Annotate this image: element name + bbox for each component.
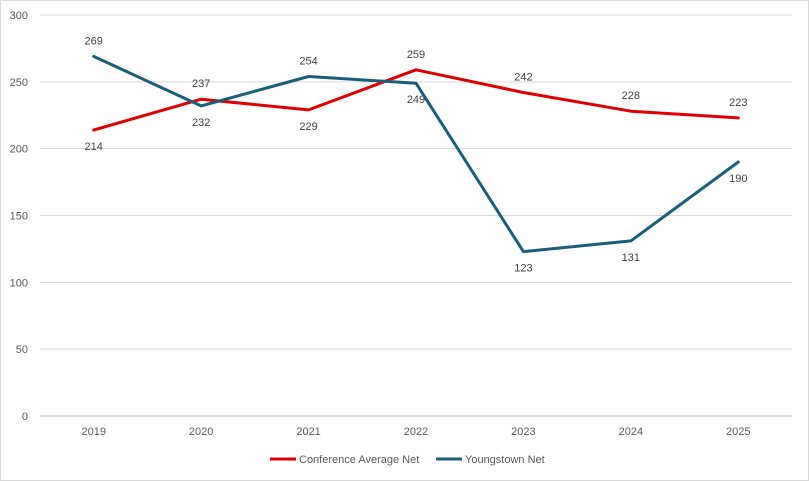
series-lines — [92, 54, 740, 254]
data-label: 123 — [514, 263, 532, 275]
data-label: 190 — [729, 173, 747, 185]
y-tick-label: 50 — [16, 344, 28, 356]
x-tick-label: 2024 — [619, 426, 643, 438]
x-tick-label: 2023 — [511, 426, 535, 438]
series-line-1 — [92, 68, 740, 132]
y-tick-label: 0 — [22, 411, 28, 423]
data-label: 254 — [299, 55, 317, 67]
data-label: 237 — [192, 78, 210, 90]
series-line-2 — [92, 54, 740, 254]
y-tick-label: 150 — [10, 211, 28, 223]
legend-label-2: Youngstown Net — [465, 454, 545, 466]
x-tick-label: 2019 — [81, 426, 105, 438]
x-tick-label: 2020 — [189, 426, 213, 438]
y-axis-tick-labels: 0 50 100 150 200 250 300 — [10, 10, 28, 423]
x-tick-label: 2025 — [726, 426, 750, 438]
data-label: 214 — [85, 141, 103, 153]
y-tick-label: 250 — [10, 77, 28, 89]
y-tick-label: 200 — [10, 144, 28, 156]
data-labels: 214 237 229 259 242 228 223 269 232 254 249 123 131 1… — [85, 35, 748, 274]
data-label: 269 — [85, 35, 103, 47]
legend-label-1: Conference Average Net — [299, 454, 419, 466]
data-label: 228 — [622, 90, 640, 102]
data-label: 131 — [622, 252, 640, 264]
data-label: 223 — [729, 97, 747, 109]
data-label: 249 — [407, 94, 425, 106]
y-tick-label: 100 — [10, 277, 28, 289]
data-label: 242 — [514, 72, 532, 84]
y-tick-label: 300 — [10, 10, 28, 22]
data-label: 229 — [299, 121, 317, 133]
data-label: 259 — [407, 49, 425, 61]
gridlines — [40, 14, 792, 417]
x-axis-tick-labels: 2019 2020 2021 2022 2023 2024 2025 — [81, 426, 750, 438]
legend: Conference Average Net Youngstown Net — [270, 454, 545, 466]
x-tick-label: 2021 — [296, 426, 320, 438]
data-label: 232 — [192, 117, 210, 129]
x-tick-label: 2022 — [404, 426, 428, 438]
